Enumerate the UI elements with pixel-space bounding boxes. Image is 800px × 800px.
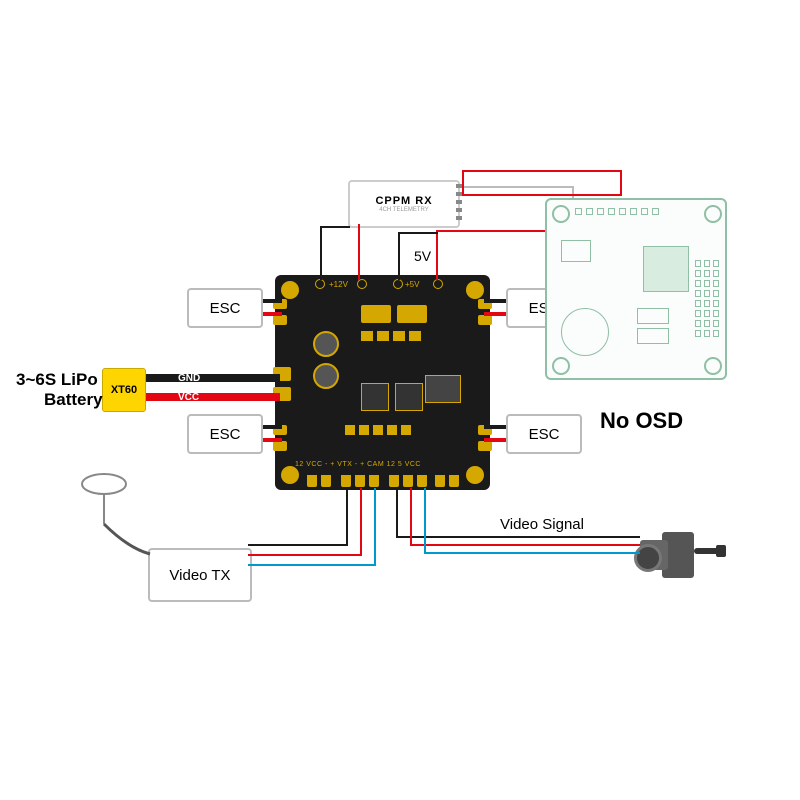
video-tx: Video TX [148, 548, 252, 602]
esc-4-label: ESC [529, 426, 560, 443]
battery-label-2: Battery [44, 390, 103, 410]
vcc-label: VCC [178, 392, 199, 403]
flight-controller [545, 198, 727, 380]
5v-label: 5V [414, 248, 431, 264]
xt60-connector: XT60 [102, 368, 146, 412]
pdb-board: +12V +5V 12 VCC - + VTX - + CAM 12 5 VCC [275, 275, 490, 490]
gnd-label: GND [178, 373, 200, 384]
cppm-rx: CPPM RX 4CH TELEMETRY [348, 180, 460, 228]
video-signal-label: Video Signal [500, 516, 584, 533]
no-osd-label: No OSD [600, 408, 683, 434]
camera [640, 532, 694, 578]
pdb-bottom-label: 12 VCC - + VTX - + CAM 12 5 VCC [295, 461, 421, 468]
battery-label-1: 3~6S LiPo [16, 370, 98, 390]
xt60-label: XT60 [111, 384, 137, 396]
cppm-label: CPPM RX [375, 195, 432, 207]
video-tx-label: Video TX [169, 567, 230, 584]
pdb-12v-label: +12V [329, 280, 348, 289]
esc-4: ESC [506, 414, 582, 454]
cppm-sub-label: 4CH TELEMETRY [379, 207, 428, 213]
antenna-icon [78, 470, 158, 560]
esc-2-label: ESC [210, 426, 241, 443]
esc-2: ESC [187, 414, 263, 454]
esc-1: ESC [187, 288, 263, 328]
pdb-5v-label: +5V [405, 280, 419, 289]
esc-1-label: ESC [210, 300, 241, 317]
